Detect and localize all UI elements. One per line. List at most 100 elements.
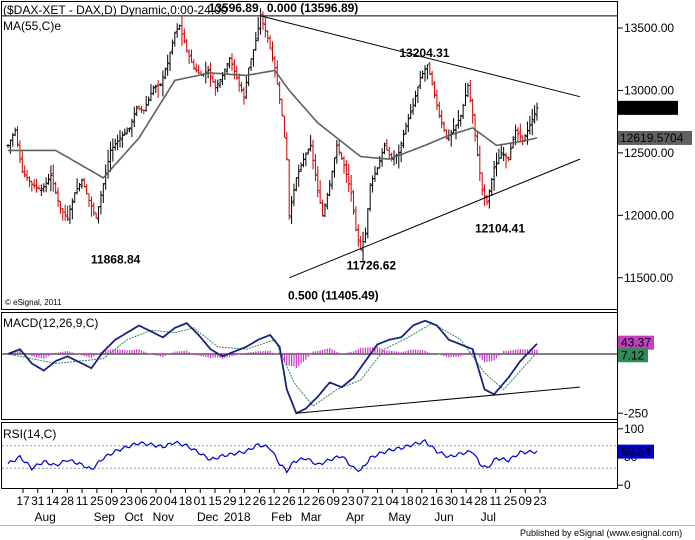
price-bar [25,169,29,182]
price-bar [77,182,81,192]
price-bar [423,65,427,82]
price-bar [271,41,274,62]
price-tick-label: 11500.00 [624,271,673,285]
price-bar [509,143,513,161]
price-bar [342,156,346,174]
price-bar [516,127,520,142]
price-annotation: 13596.89 [209,1,259,15]
price-bar [218,78,222,88]
price-bar [113,138,117,151]
rsi-line [7,438,538,474]
price-bar [44,177,48,193]
day-tick-label: 20 [149,494,163,508]
price-bar [161,70,165,97]
trendlines [260,15,581,279]
price-bar [316,166,320,198]
price-bar [433,81,437,99]
price-bar [294,177,298,192]
price-bar [278,81,282,105]
price-bar [85,184,89,195]
price-bar [170,39,174,55]
price-bar [175,23,179,38]
price-bar [242,87,246,105]
price-bar [337,139,341,156]
price-annotation: 12104.41 [475,221,525,235]
price-bar [287,159,291,220]
date-axis: 17 31 14 28 11 25 09 23 06 20 04 18 01 15 29 12 26 12 26 12… [16,489,547,524]
day-tick-label: 30 [445,494,459,508]
price-bar [444,129,448,140]
price-bar [68,205,72,225]
day-tick-label: 25 [504,494,518,508]
price-bar [292,183,296,207]
price-bar [313,154,317,182]
price-bar [332,157,336,178]
price-bar [344,160,348,183]
price-bar [27,176,31,188]
price-bar [39,184,43,197]
month-tick-label: Sep [94,510,116,524]
price-bar [185,38,189,53]
price-bar [30,180,34,192]
price-bar [163,67,167,80]
price-bar [273,55,277,78]
price-bar [328,180,332,197]
price-bar [335,140,339,164]
price-bar [16,126,20,148]
price-bar [135,105,139,117]
month-tick-label: Dec [197,510,218,524]
price-bar [363,227,367,243]
macd-panel: -250 43.377.12 [2,319,654,420]
price-bar [132,106,136,128]
day-tick-label: 31 [31,494,45,508]
price-bar [321,199,325,217]
price-bar [154,84,158,93]
price-annotation: 13204.31 [399,46,449,60]
price-bar [399,141,403,163]
price-bar [373,166,377,182]
price-bar [259,8,263,35]
price-bar [11,132,15,147]
price-bar [323,203,327,218]
price-bar [440,109,444,129]
price-bar [535,102,539,121]
price-bar [497,148,501,165]
day-tick-label: 14 [46,494,60,508]
price-bar [92,202,96,216]
price-bar [151,85,155,96]
price-bar [483,184,487,206]
price-bar [256,17,260,42]
price-bar [282,115,286,138]
price-bar [478,145,482,182]
price-bar [237,73,241,92]
price-bar [468,79,472,103]
price-tick-label: 13000.00 [624,83,674,97]
chart-title: ($DAX-XET - DAX,D) Dynamic,0:00-24:00 [3,3,228,17]
price-bar [144,95,148,112]
price-bar [130,118,134,138]
day-tick-label: 11 [489,494,502,508]
day-tick-label: 02 [415,494,429,508]
ma-55-line [8,69,538,179]
price-bar [123,128,127,136]
price-bar [168,51,172,71]
day-tick-label: 07 [356,494,370,508]
watermark: © eSignal, 2011 [5,298,62,307]
price-bar [254,31,258,51]
price-bar [228,57,232,69]
price-bar [51,164,55,192]
day-tick-label: 04 [164,494,178,508]
price-bar [225,62,229,74]
price-bar [356,224,360,247]
month-tick-label: Mar [301,510,322,524]
price-bar [261,11,265,31]
day-tick-label: 01 [194,494,208,508]
price-bar [118,130,122,148]
day-tick-label: 23 [341,494,355,508]
price-bar [166,54,170,76]
price-bar [180,16,184,46]
day-tick-label: 09 [105,494,119,508]
month-tick-label: Jul [481,510,496,524]
price-bar [487,189,491,209]
price-bar [111,138,115,162]
